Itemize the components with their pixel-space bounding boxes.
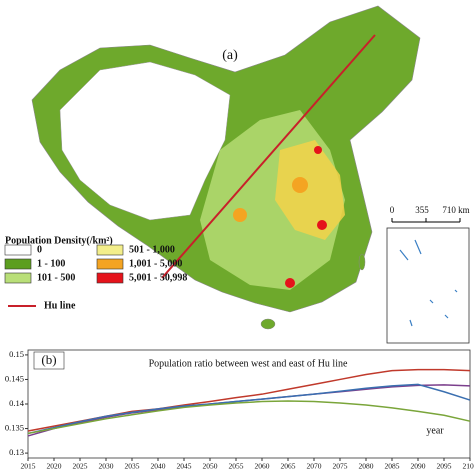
x-tick-label: 2045	[177, 462, 192, 471]
panel-label-box	[33, 351, 65, 370]
legend-line-label: Hu line	[44, 300, 76, 311]
x-tick-label: 2070	[307, 462, 322, 471]
legend-swatch	[4, 272, 32, 284]
inset-frame	[386, 227, 470, 344]
y-tick-label: 0.145	[5, 373, 24, 383]
legend-swatch	[96, 258, 124, 270]
x-tick-label: 2030	[99, 462, 114, 471]
y-tick-label: 0.13	[9, 447, 24, 457]
hainan	[260, 318, 276, 330]
legend-title: Population Density(/km²)	[5, 235, 113, 246]
sparse-west	[59, 61, 231, 221]
x-tick-label: 2055	[229, 462, 244, 471]
x-tick-label: 2090	[411, 462, 426, 471]
panel-label: (b)	[41, 352, 56, 367]
panel-label: (a)	[222, 48, 238, 63]
inset-islands	[399, 239, 458, 327]
legend-swatch	[96, 272, 124, 284]
taiwan	[358, 253, 366, 271]
x-tick-label: 2035	[125, 462, 140, 471]
hu-line	[161, 34, 376, 279]
dense-plain	[275, 140, 345, 240]
legend-label: 5,001 - 50,998	[129, 272, 187, 283]
x-tick-label: 2100	[463, 462, 474, 471]
x-tick-label: 2060	[255, 462, 270, 471]
y-tick-label: 0.135	[5, 422, 24, 432]
dense-spot	[285, 278, 295, 288]
chart-title: Population ratio between west and east o…	[149, 358, 348, 369]
scale-label: 710 km	[442, 205, 469, 215]
dense-spot	[314, 146, 322, 154]
x-tick-label: 2025	[73, 462, 88, 471]
x-tick-label: 2080	[359, 462, 374, 471]
x-tick-label: 2050	[203, 462, 218, 471]
dense-spot	[233, 208, 247, 222]
x-tick-label: 2020	[47, 462, 62, 471]
y-tick-label: 0.15	[9, 349, 24, 359]
x-tick-label: 2040	[151, 462, 166, 471]
x-tick-label: 2095	[437, 462, 452, 471]
dense-spot	[292, 177, 308, 193]
x-tick-label: 2065	[281, 462, 296, 471]
x-tick-label: 2015	[21, 462, 36, 471]
legend-label: 1 - 100	[37, 258, 65, 269]
china-map	[31, 5, 470, 344]
legend-swatch	[4, 258, 32, 270]
legend-swatch	[96, 244, 124, 256]
x-tick-label: 2075	[333, 462, 348, 471]
legend-swatch	[4, 244, 32, 256]
series-line	[27, 384, 471, 437]
y-tick-label: 0.14	[9, 398, 25, 408]
legend-label: 1,001 - 5,000	[129, 258, 182, 269]
legend-label: 0	[37, 244, 42, 255]
legend-label: 101 - 500	[37, 272, 75, 283]
series-line	[27, 400, 471, 435]
x-axis-label: year	[426, 425, 444, 436]
scale-label: 0	[390, 205, 395, 215]
scale-label: 355	[415, 205, 429, 215]
dense-spot	[317, 220, 327, 230]
x-tick-label: 2085	[385, 462, 400, 471]
legend-label: 501 - 1,000	[129, 244, 175, 255]
series-line	[27, 383, 471, 435]
